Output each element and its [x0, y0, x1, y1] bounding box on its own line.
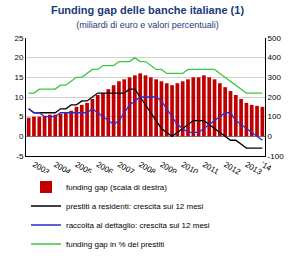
svg-text:2010: 2010 [179, 160, 200, 177]
svg-text:2006: 2006 [94, 160, 115, 177]
svg-text:Funding gap delle banche itali: Funding gap delle banche italiane (1)(mi… [51, 4, 244, 30]
svg-text:prestiti a residenti: crescita: prestiti a residenti: crescita sui 12 me… [66, 202, 204, 211]
svg-text:raccolta al dettaglio: crescit: raccolta al dettaglio: crescita sui 12 m… [66, 221, 210, 230]
svg-text:200: 200 [268, 93, 282, 102]
svg-text:funding gap in % dei prestiti: funding gap in % dei prestiti [66, 240, 165, 249]
svg-text:-5: -5 [16, 152, 24, 161]
svg-text:15: 15 [14, 73, 23, 82]
svg-text:funding gap (scala di destra): funding gap (scala di destra) [66, 183, 167, 192]
svg-text:0: 0 [268, 132, 273, 141]
svg-text:-100: -100 [268, 152, 285, 161]
svg-text:20: 20 [14, 53, 23, 62]
svg-text:0: 0 [19, 132, 24, 141]
svg-text:5: 5 [19, 112, 24, 121]
svg-text:2008: 2008 [137, 160, 158, 177]
svg-text:100: 100 [268, 112, 282, 121]
svg-text:2009: 2009 [158, 160, 179, 177]
svg-text:500: 500 [268, 34, 282, 43]
svg-text:2007: 2007 [115, 160, 136, 177]
svg-text:25: 25 [14, 34, 23, 43]
svg-text:2003: 2003 [31, 160, 51, 177]
svg-text:400: 400 [268, 53, 282, 62]
svg-text:2012: 2012 [222, 160, 242, 177]
svg-text:2005: 2005 [73, 160, 94, 177]
svg-text:10: 10 [14, 93, 23, 102]
svg-text:300: 300 [268, 73, 282, 82]
svg-text:2013: 2013 [243, 160, 263, 177]
svg-text:2004: 2004 [52, 160, 73, 177]
svg-text:'14: '14 [259, 160, 273, 173]
svg-text:2011: 2011 [200, 160, 221, 177]
